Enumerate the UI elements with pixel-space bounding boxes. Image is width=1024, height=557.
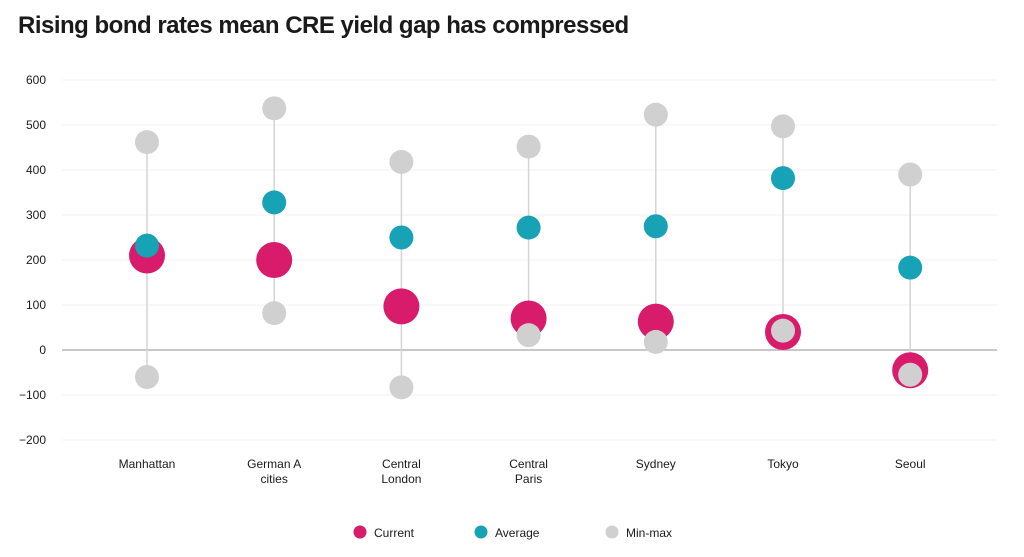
- y-tick-label: 0: [39, 343, 46, 357]
- min-point: [262, 301, 287, 326]
- average-point: [262, 190, 287, 215]
- max-point: [262, 96, 287, 121]
- current-point: [637, 303, 674, 340]
- legend: Current Average Min-max: [353, 525, 672, 540]
- max-point: [771, 114, 795, 139]
- y-tick-label: 500: [26, 118, 46, 132]
- category-label: Manhattan: [119, 457, 176, 471]
- y-axis: 600 500 400 300 200 100 0 −100 −200: [19, 73, 46, 447]
- y-tick-label: 400: [26, 163, 46, 177]
- min-point: [771, 318, 795, 343]
- legend-label: Current: [374, 526, 415, 540]
- legend-label: Average: [495, 526, 540, 540]
- max-point: [898, 162, 923, 187]
- max-point: [516, 134, 541, 159]
- category-label: Central Paris: [509, 457, 548, 486]
- average-point: [389, 225, 414, 250]
- category-label: Seoul: [895, 457, 926, 471]
- category-label: Central London: [381, 457, 421, 486]
- y-tick-label: −200: [19, 433, 46, 447]
- legend-swatch: [353, 525, 367, 539]
- legend-label: Min-max: [626, 526, 672, 540]
- category-label: Tokyo: [767, 457, 799, 471]
- y-tick-label: −100: [19, 388, 46, 402]
- y-tick-label: 300: [26, 208, 46, 222]
- min-point: [516, 323, 541, 348]
- chart-title: Rising bond rates mean CRE yield gap has…: [18, 12, 629, 39]
- legend-swatch: [605, 525, 619, 539]
- legend-swatch: [474, 525, 488, 539]
- min-point: [135, 365, 159, 389]
- average-point: [516, 215, 541, 240]
- category-label: Sydney: [636, 457, 676, 471]
- min-point: [898, 362, 923, 387]
- max-point: [135, 130, 159, 155]
- average-point: [898, 255, 923, 280]
- current-point: [383, 288, 420, 325]
- min-point: [643, 329, 668, 354]
- min-point: [389, 375, 414, 400]
- max-point: [389, 149, 414, 174]
- current-point: [256, 242, 293, 278]
- y-tick-label: 600: [26, 73, 46, 87]
- y-tick-label: 100: [26, 298, 46, 312]
- average-point: [771, 166, 795, 191]
- max-point: [643, 102, 668, 127]
- y-tick-label: 200: [26, 253, 46, 267]
- average-point: [135, 233, 159, 258]
- average-point: [643, 214, 668, 239]
- data-points: [129, 96, 929, 400]
- grid: [62, 79, 997, 441]
